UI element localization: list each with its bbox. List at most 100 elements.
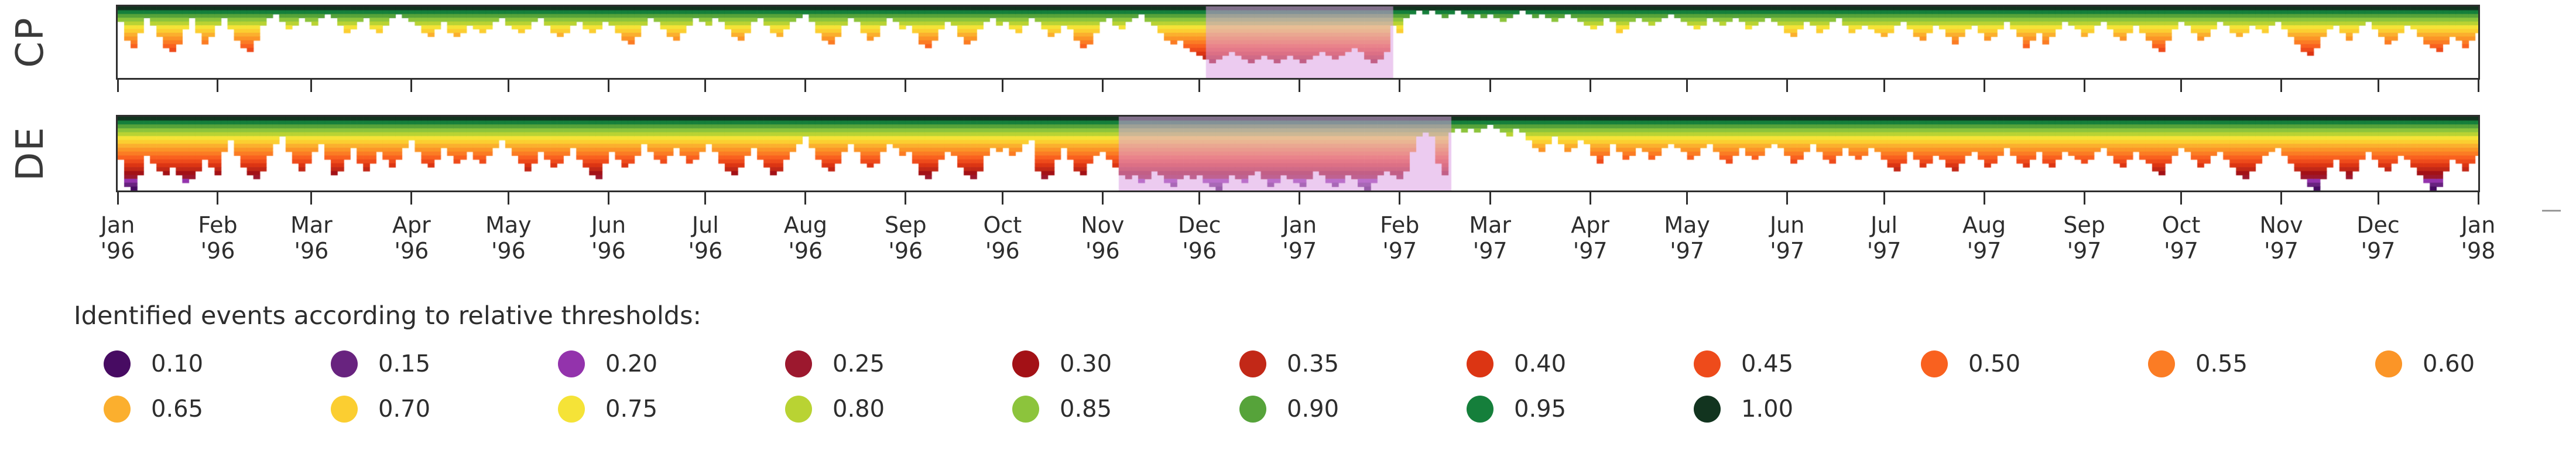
x-tick-year-label: '96: [688, 238, 723, 264]
x-tick: [704, 192, 707, 205]
x-tick-month-label: Aug: [783, 212, 827, 238]
x-tick: [2377, 192, 2379, 205]
legend-swatch-0.80: [785, 396, 812, 423]
x-tick-year-label: '96: [1182, 238, 1217, 264]
legend-swatch-0.10: [104, 350, 131, 377]
x-tick: [2280, 192, 2283, 205]
x-tick-year-label: '96: [1085, 238, 1120, 264]
legend-swatch-0.95: [1467, 396, 1493, 423]
x-tick-year-label: '97: [1770, 238, 1805, 264]
x-tick-year-label: '96: [200, 238, 235, 264]
x-tick-month-label: Jan: [100, 212, 135, 238]
x-tick-year-label: '96: [591, 238, 626, 264]
x-tick: [1983, 80, 1985, 92]
legend-value: 0.25: [833, 350, 885, 377]
x-tick-month-label: Mar: [290, 212, 333, 238]
x-tick-month-label: Jul: [691, 212, 719, 238]
x-tick: [1686, 192, 1688, 205]
x-tick-month-label: Mar: [1469, 212, 1512, 238]
x-tick: [2180, 192, 2183, 205]
x-tick-year-label: '97: [2067, 238, 2102, 264]
x-tick: [607, 80, 609, 92]
legend-value: 0.55: [2195, 350, 2248, 377]
x-tick: [2477, 80, 2479, 92]
x-tick-month-label: Jun: [1769, 212, 1805, 238]
x-tick-month-label: Oct: [2161, 212, 2201, 238]
legend-swatch-0.40: [1467, 350, 1493, 377]
x-tick: [1399, 80, 1401, 92]
x-tick-year-label: '96: [100, 238, 135, 264]
x-tick-year-label: '97: [1382, 238, 1417, 264]
x-tick-month-label: May: [1664, 212, 1710, 238]
legend-value: 0.80: [833, 396, 885, 423]
legend-value: 0.15: [378, 350, 431, 377]
cp-event-strip: [116, 5, 2480, 80]
x-tick: [507, 80, 509, 92]
legend-swatch-0.85: [1012, 396, 1039, 423]
x-tick-month-label: Nov: [1081, 212, 1125, 238]
x-tick: [1786, 80, 1789, 92]
legend-value: 1.00: [1741, 396, 1794, 423]
x-tick-month-label: Feb: [1380, 212, 1420, 238]
legend-swatch-0.65: [104, 396, 131, 423]
de-event-strip-canvas: [118, 117, 2478, 190]
x-tick-month-label: Jul: [1871, 212, 1898, 238]
x-tick: [607, 192, 609, 205]
legend-value: 0.20: [605, 350, 658, 377]
x-tick-month-label: Jan: [2461, 212, 2496, 238]
x-tick-month-label: Nov: [2259, 212, 2303, 238]
x-tick: [2083, 80, 2085, 92]
x-tick: [1489, 192, 1491, 205]
x-tick: [2377, 80, 2379, 92]
legend-value: 0.95: [1514, 396, 1567, 423]
x-tick: [410, 192, 413, 205]
x-tick-year-label: '96: [985, 238, 1020, 264]
y-axis-label-de: DE: [9, 126, 52, 181]
x-tick-month-label: Dec: [2356, 212, 2400, 238]
legend-swatch-0.60: [2375, 350, 2402, 377]
x-tick: [1883, 80, 1885, 92]
legend-value: 0.70: [378, 396, 431, 423]
stray-gray-dash: [2542, 210, 2561, 212]
x-tick-month-label: Sep: [2063, 212, 2105, 238]
x-tick-year-label: '96: [394, 238, 429, 264]
x-tick: [117, 80, 119, 92]
x-tick: [1983, 192, 1985, 205]
x-tick: [1101, 80, 1104, 92]
x-tick: [905, 80, 907, 92]
legend-value: 0.10: [151, 350, 204, 377]
x-tick: [310, 80, 313, 92]
legend-value: 0.45: [1741, 350, 1794, 377]
x-tick-month-label: Jan: [1282, 212, 1317, 238]
x-tick: [1101, 192, 1104, 205]
x-tick: [1399, 192, 1401, 205]
x-tick: [1589, 80, 1591, 92]
y-axis-label-cp: CP: [9, 16, 52, 68]
x-tick-year-label: '96: [888, 238, 923, 264]
x-tick-month-label: Dec: [1177, 212, 1221, 238]
legend-swatch-0.20: [558, 350, 585, 377]
x-tick: [1001, 192, 1003, 205]
cp-event-strip-canvas: [118, 6, 2478, 78]
x-tick-month-label: Oct: [983, 212, 1022, 238]
legend-value: 0.30: [1060, 350, 1112, 377]
x-tick-year-label: '97: [2361, 238, 2396, 264]
legend-swatch-0.35: [1239, 350, 1266, 377]
x-tick-year-label: '97: [1866, 238, 1902, 264]
legend-value: 0.85: [1060, 396, 1112, 423]
x-tick: [1299, 80, 1301, 92]
x-tick-year-label: '96: [491, 238, 526, 264]
x-tick-year-label: '96: [788, 238, 823, 264]
x-tick: [410, 80, 413, 92]
legend-value: 0.50: [1968, 350, 2021, 377]
x-tick-month-label: May: [485, 212, 532, 238]
x-tick: [217, 192, 219, 205]
legend-value: 0.35: [1287, 350, 1340, 377]
x-tick: [1489, 80, 1491, 92]
x-tick-month-label: Aug: [1962, 212, 2006, 238]
x-tick: [1299, 192, 1301, 205]
x-tick: [2280, 80, 2283, 92]
x-tick: [804, 80, 807, 92]
x-tick: [507, 192, 509, 205]
